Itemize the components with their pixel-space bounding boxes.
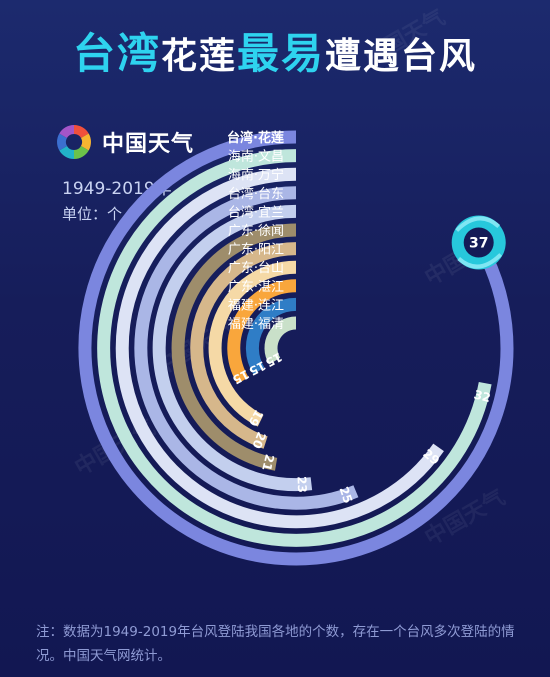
category-label: 台湾·花莲 (227, 130, 284, 146)
footnote: 注：数据为1949-2019年台风登陆我国各地的个数，存在一个台风多次登陆的情况… (36, 624, 515, 664)
bar-6 (190, 242, 297, 449)
bar-2 (115, 167, 444, 529)
value-label: 23 (295, 476, 310, 493)
value-label: 21 (259, 453, 277, 473)
title-part-3: 最易 (237, 29, 326, 78)
brand-name: 中国天气 (102, 132, 195, 157)
category-label: 广东·徐闻 (228, 224, 284, 239)
value-label: 20 (249, 430, 268, 451)
title-part-1: 台湾 (72, 29, 161, 78)
value-label: 32 (472, 387, 492, 405)
bar-9 (245, 297, 297, 375)
value-label: 37 (469, 236, 488, 252)
value-label: 25 (336, 485, 355, 505)
category-label: 广东·台山 (228, 261, 284, 276)
title-part-4: 遭遇台风 (325, 36, 478, 77)
category-label: 台湾·台东 (228, 186, 284, 202)
unit-label: 单位：个 (62, 205, 123, 223)
bar-7 (208, 260, 297, 427)
marker-core (463, 227, 494, 258)
typhoon-swirl (455, 216, 503, 269)
category-label: 台湾·宜兰 (228, 204, 284, 220)
category-label: 海南·文昌 (228, 149, 284, 165)
bar-8 (227, 279, 297, 385)
category-label: 广东·湛江 (228, 280, 284, 295)
chart-bars (78, 130, 514, 566)
value-label: 15 (230, 367, 251, 387)
chart-category-labels: 台湾·花莲海南·文昌海南·万宁台湾·台东台湾·宜兰广东·徐闻广东·阳江广东·台山… (227, 130, 284, 332)
title-part-2: 花莲 (160, 36, 237, 77)
bar-1 (97, 149, 492, 547)
bar-4 (152, 204, 313, 492)
bar-10 (264, 316, 297, 365)
bar-5 (171, 223, 297, 471)
category-label: 福建·福清 (228, 317, 284, 332)
brand-logo-icon (57, 125, 91, 159)
max-value-marker: 37 (451, 215, 506, 270)
brand: 中国天气 (54, 122, 194, 162)
category-label: 广东·阳江 (228, 243, 284, 258)
bar-3 (134, 186, 359, 510)
value-label: 15 (263, 350, 284, 370)
value-label: 15 (247, 358, 268, 378)
category-label: 海南·万宁 (228, 167, 284, 183)
bar-0 (78, 130, 514, 566)
page-title: 台湾花莲最易遭遇台风 (0, 28, 550, 83)
category-label: 福建·连江 (228, 297, 284, 313)
